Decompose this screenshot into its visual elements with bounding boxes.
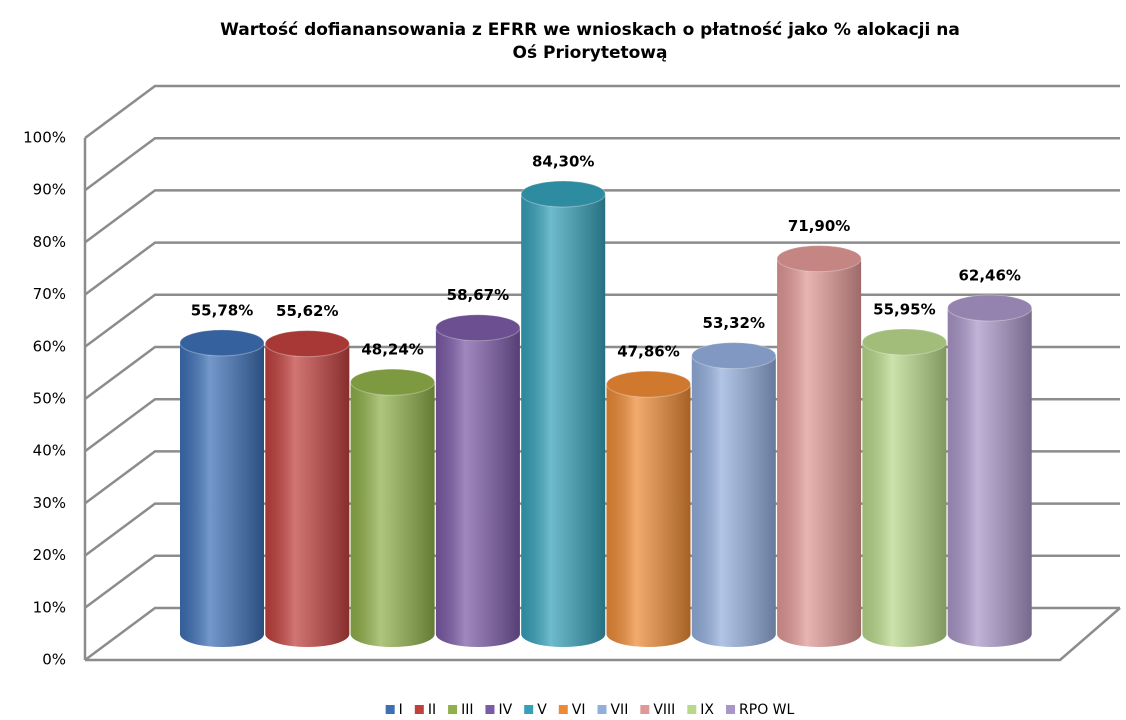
y-tick-label: 30% [33, 494, 66, 512]
bar-top-shade [350, 369, 435, 396]
value-label: 48,24% [361, 341, 423, 359]
legend-label: II [428, 702, 436, 718]
bar-shade [350, 382, 435, 648]
bar-shade [180, 342, 264, 647]
bar-top [947, 294, 1033, 322]
bar-top-shade [180, 329, 264, 356]
legend-label: VI [572, 702, 586, 718]
bar-top [776, 245, 862, 273]
y-tick-label: 50% [33, 390, 66, 408]
y-tick-label: 60% [33, 337, 66, 355]
bar-top [520, 180, 606, 208]
legend-label: VIII [653, 702, 675, 718]
bar-top [350, 368, 436, 396]
y-tick-label: 100% [23, 129, 66, 147]
value-label: 47,86% [617, 343, 679, 361]
bar-shade [521, 193, 606, 648]
value-label: 55,95% [873, 300, 935, 318]
y-tick-label: 80% [33, 233, 66, 251]
y-tick-label: 10% [33, 598, 66, 616]
grid-line [84, 241, 1120, 296]
bar-shade [265, 343, 350, 648]
legend-swatch [640, 705, 650, 714]
grid-line [84, 189, 1120, 244]
bar-top-shade [606, 371, 691, 398]
bar-shade [606, 384, 691, 648]
value-label: 55,78% [191, 301, 253, 319]
y-tick-label: 0% [42, 651, 66, 669]
bar-top-shade [691, 342, 776, 369]
legend-label: V [537, 702, 547, 718]
bar-top [861, 328, 947, 356]
bar-shade [435, 327, 520, 647]
legend-swatch [414, 705, 424, 714]
bar-shade [862, 341, 947, 648]
chart-title: Wartość dofianansowania z EFRR we wniosk… [220, 20, 960, 40]
grid-line [84, 84, 1120, 140]
value-label: 62,46% [958, 266, 1020, 284]
bar-top-shade [521, 180, 606, 207]
legend-swatch [726, 705, 736, 714]
bar-top [606, 370, 691, 398]
y-tick-label: 90% [33, 181, 66, 199]
bar-top [179, 329, 265, 357]
bar-top [435, 314, 521, 342]
value-label: 71,90% [788, 217, 850, 235]
bar-shade [777, 258, 862, 648]
y-tick-label: 70% [33, 285, 66, 303]
legend-swatch [524, 705, 534, 714]
chart-title: Oś Priorytetową [513, 43, 668, 63]
legend-label: III [461, 702, 473, 718]
legend-label: IV [498, 702, 512, 718]
value-label: 53,32% [703, 314, 765, 332]
bar-top-shade [435, 314, 520, 341]
legend-swatch [687, 705, 697, 714]
bar-shade [691, 355, 776, 648]
value-label: 58,67% [447, 286, 509, 304]
y-tick-label: 20% [33, 546, 66, 564]
grid-line [84, 136, 1120, 192]
value-label: 55,62% [276, 302, 338, 320]
bar-top [691, 342, 777, 370]
bar-top-shade [777, 245, 862, 272]
bar-top-shade [265, 330, 350, 357]
legend-swatch [597, 705, 607, 714]
legend-label: RPO WL [739, 702, 794, 718]
y-tick-label: 40% [33, 442, 66, 460]
legend-swatch [485, 705, 495, 714]
legend-label: IX [700, 702, 714, 718]
legend-swatch [385, 705, 395, 714]
legend-label: VII [610, 702, 628, 718]
legend-swatch [558, 705, 568, 714]
bar-top-shade [947, 294, 1032, 321]
legend-label: I [399, 702, 403, 718]
value-label: 84,30% [532, 152, 594, 170]
bar-top [264, 330, 350, 358]
bar-top-shade [862, 328, 947, 355]
floor [85, 607, 1121, 662]
legend-swatch [448, 705, 458, 714]
bar-shade [947, 307, 1032, 647]
